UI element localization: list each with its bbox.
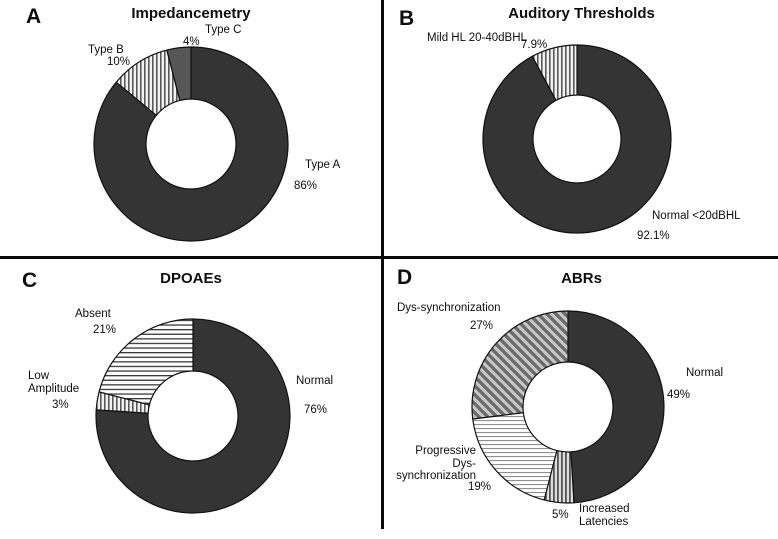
slice-pct-mild-hl: 7.9% — [521, 39, 548, 51]
slice-label-absent: Absent — [75, 308, 111, 320]
donut-chart-auditory-thresholds — [482, 44, 672, 234]
donut-chart-dpoaes — [95, 318, 291, 514]
slice-pct-progressive-dys-synchronization: 19% — [468, 481, 492, 493]
slice-pct-normal-dpoae: 76% — [304, 404, 328, 416]
slice-pct-normal-abr: 49% — [667, 389, 691, 401]
slice-pct-type-a: 86% — [294, 180, 318, 192]
slice-label-normal-dpoae: Normal — [296, 375, 334, 387]
donut-slice — [471, 310, 569, 420]
slice-label-normal-threshold: Normal <20dBHL — [652, 210, 741, 222]
vertical-divider — [381, 0, 384, 529]
panel-letter-a: A — [26, 5, 42, 28]
panel-letter-b: B — [399, 7, 415, 30]
slice-pct-dys-synchronization: 27% — [470, 320, 494, 332]
donut-slice — [166, 46, 192, 102]
panel-abrs: D ABRs Dys-synchronization 27% Normal 49… — [385, 260, 778, 539]
slice-pct-increased-latencies: 5% — [552, 509, 569, 521]
donut-slice — [95, 318, 291, 514]
panel-letter-c: C — [22, 269, 38, 292]
donut-slice — [567, 310, 665, 504]
slice-label-normal-abr: Normal — [686, 367, 724, 379]
chart-title-dpoaes: DPOAEs — [160, 270, 222, 287]
donut-slice — [531, 44, 578, 101]
slice-pct-low-amplitude: 3% — [52, 399, 69, 411]
chart-title-auditory-thresholds: Auditory Thresholds — [508, 5, 655, 22]
chart-title-abrs: ABRs — [561, 270, 602, 287]
slice-label-mild-hl: Mild HL 20-40dBHL — [427, 32, 527, 44]
slice-label-type-a: Type A — [305, 159, 341, 171]
slice-pct-type-c: 4% — [183, 36, 200, 48]
donut-slice — [98, 318, 194, 406]
panel-auditory-thresholds: B Auditory Thresholds Mild HL 20-40dBHL … — [385, 0, 778, 256]
donut-slice — [482, 44, 672, 234]
slice-label-dys-synchronization: Dys-synchronization — [397, 302, 501, 314]
slice-label-increased-latencies: Increased Latencies — [579, 503, 630, 528]
donut-chart-impedancemetry — [93, 46, 289, 242]
donut-chart-abrs — [471, 310, 665, 504]
slice-label-low-amplitude: Low Amplitude — [28, 370, 80, 395]
slice-pct-absent: 21% — [93, 324, 117, 336]
panel-dpoaes: C DPOAEs Absent 21% Low Amplitude 3% Nor… — [0, 260, 382, 539]
slice-label-type-c: Type C — [205, 24, 242, 36]
panel-impedancemetry: A Impedancemetry Type C 4% Type B 10% Ty… — [0, 0, 382, 256]
slice-label-progressive-dys-synchronization: Progressive Dys-synchronization — [396, 445, 476, 482]
donut-slice — [472, 412, 558, 501]
slice-pct-normal-threshold: 92.1% — [637, 230, 670, 242]
slice-pct-type-b: 10% — [107, 56, 131, 68]
chart-title-impedancemetry: Impedancemetry — [131, 5, 251, 22]
slice-label-type-b: Type B — [88, 44, 124, 56]
panel-letter-d: D — [397, 266, 413, 289]
donut-slice — [93, 46, 289, 242]
horizontal-divider — [0, 256, 778, 259]
